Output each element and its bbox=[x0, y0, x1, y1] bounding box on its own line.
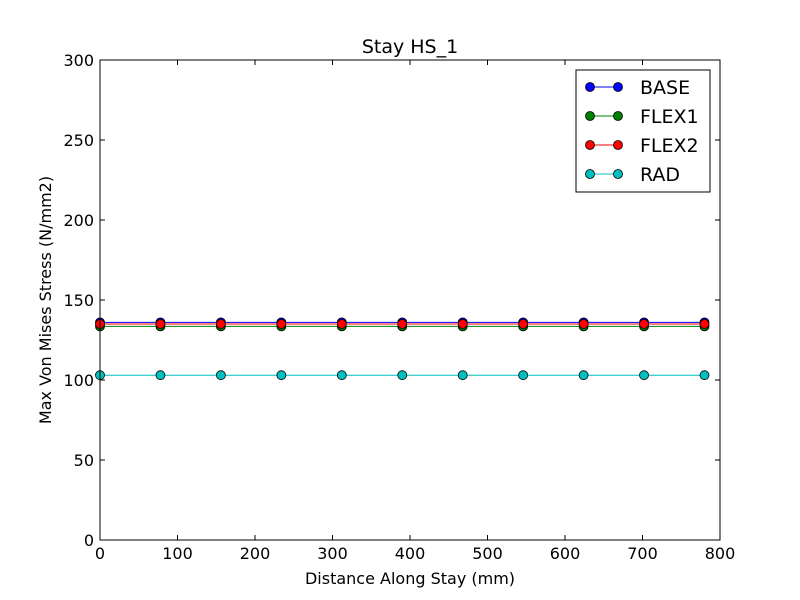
data-point-flex2 bbox=[155, 319, 166, 329]
legend-marker bbox=[585, 111, 595, 121]
data-point-flex2 bbox=[578, 319, 589, 329]
data-point-rad bbox=[397, 370, 408, 381]
legend-label-rad: RAD bbox=[640, 164, 680, 186]
y-tick-label: 100 bbox=[63, 371, 94, 390]
data-point-flex2 bbox=[336, 319, 347, 329]
data-point-rad bbox=[215, 370, 226, 381]
x-tick-label: 600 bbox=[550, 544, 581, 563]
x-axis-label: Distance Along Stay (mm) bbox=[305, 569, 515, 588]
legend-box bbox=[575, 69, 711, 193]
data-point-flex2 bbox=[699, 319, 710, 329]
data-point-flex2 bbox=[397, 319, 408, 329]
x-tick-label: 300 bbox=[317, 544, 348, 563]
data-point-rad bbox=[639, 370, 649, 381]
x-tick-label: 100 bbox=[162, 544, 193, 563]
ticks-layer: 0 100 200 300 400 500 600 700 800 0 50 100 150 200 250… bbox=[63, 51, 735, 563]
y-tick-label: 300 bbox=[63, 51, 94, 70]
legend-marker bbox=[613, 111, 623, 121]
y-axis-label: Max Von Mises Stress (N/mm2) bbox=[36, 176, 55, 424]
data-point-rad bbox=[276, 370, 287, 381]
x-tick-label: 800 bbox=[705, 544, 736, 563]
data-point-flex2 bbox=[276, 319, 287, 329]
legend-marker bbox=[585, 140, 595, 150]
x-tick-label: 200 bbox=[240, 544, 271, 563]
legend-marker bbox=[613, 82, 623, 92]
legend: BASE FLEX1 FLEX2 RAD bbox=[575, 69, 711, 193]
chart-title: Stay HS_1 bbox=[362, 36, 458, 58]
data-point-rad bbox=[699, 370, 710, 381]
data-point-rad bbox=[578, 370, 589, 381]
y-tick-label: 50 bbox=[74, 451, 94, 470]
legend-marker bbox=[613, 169, 623, 179]
series-layer bbox=[95, 317, 710, 381]
data-point-rad bbox=[155, 370, 166, 381]
data-point-flex2 bbox=[518, 319, 529, 329]
data-point-flex2 bbox=[639, 319, 649, 329]
legend-label-flex2: FLEX2 bbox=[640, 135, 699, 157]
data-point-rad bbox=[336, 370, 347, 381]
x-tick-label: 400 bbox=[395, 544, 426, 563]
y-tick-label: 0 bbox=[84, 531, 94, 550]
y-tick-label: 250 bbox=[63, 131, 94, 150]
data-point-rad bbox=[518, 370, 529, 381]
legend-marker bbox=[585, 169, 595, 179]
y-tick-label: 150 bbox=[63, 291, 94, 310]
y-tick-label: 200 bbox=[63, 211, 94, 230]
data-point-rad bbox=[457, 370, 468, 381]
data-point-flex2 bbox=[215, 319, 226, 329]
x-tick-label: 0 bbox=[95, 544, 105, 563]
data-point-flex2 bbox=[457, 319, 468, 329]
legend-marker bbox=[613, 140, 623, 150]
x-tick-label: 700 bbox=[627, 544, 658, 563]
x-tick-label: 500 bbox=[472, 544, 503, 563]
legend-label-flex1: FLEX1 bbox=[640, 106, 699, 128]
legend-marker bbox=[585, 82, 595, 92]
legend-label-base: BASE bbox=[640, 77, 690, 99]
